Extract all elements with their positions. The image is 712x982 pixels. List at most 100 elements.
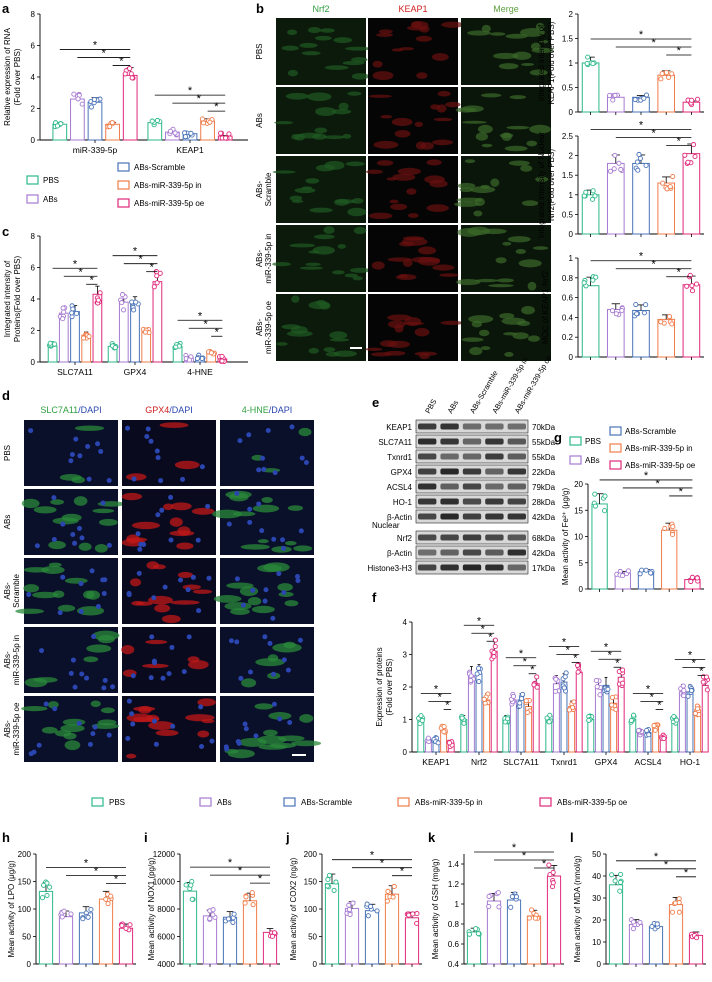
dot-h-4-2 <box>127 922 133 928</box>
dot-b3-4-1 <box>689 283 695 289</box>
micro-b-cell-2-2-12 <box>490 178 500 187</box>
dot-c-0-1-5 <box>60 316 66 322</box>
micro-d-signal-3-2-5 <box>267 654 279 662</box>
dot-h-0-5 <box>47 884 53 890</box>
micro-b-cell-4-2-11 <box>521 306 535 315</box>
dot-b3-1-5 <box>619 307 625 314</box>
sig-star-f-1-2: * <box>481 623 486 635</box>
ytick-label-a-1: 2 <box>31 105 36 114</box>
micro-b-cell-4-1-7 <box>387 314 412 321</box>
sig-star-f-0-1: * <box>434 684 439 696</box>
micro-b-cell-2-1-9 <box>406 188 417 195</box>
y-axis-label-l: Mean activity of MDA (nmol/g) <box>573 855 582 962</box>
dot-a-0-4-4 <box>122 71 128 77</box>
micro-d-nucleus-4-2-5 <box>271 701 277 707</box>
micro-d-nucleus-2-1-0 <box>178 577 184 583</box>
micro-b-cell-3-2-4 <box>496 278 514 283</box>
ytick-label-g-0: 0 <box>579 585 584 594</box>
sig-star-i-2: * <box>238 865 243 877</box>
dot-b2-1-4 <box>618 166 624 173</box>
micro-b-cell-1-2-7 <box>506 125 530 130</box>
y-axis-label-a: Relative expression of RNA(Fold over PBS… <box>3 27 22 125</box>
dot-a-0-4-0 <box>128 71 134 77</box>
ytick-label-h-3: 150 <box>18 878 32 887</box>
micro-b-cell-3-2-11 <box>488 284 514 288</box>
micro-b-cell-2-2-5 <box>470 186 496 193</box>
micro-d-nucleus-3-2-8 <box>238 675 244 681</box>
legend-hl-swatch-abs <box>199 797 212 807</box>
micro-d-signal-0-0-2 <box>74 425 105 431</box>
micro-d-signal-1-2-4 <box>257 539 269 544</box>
dot-h-1-1 <box>59 914 65 920</box>
x-label-a-1: KEAP1 <box>176 145 204 155</box>
dot-g-2-3 <box>639 567 645 573</box>
micro-d-nucleus-1-2-8 <box>281 545 287 551</box>
micro-b-cell-1-1-13 <box>380 115 393 119</box>
dot-k-3-1 <box>526 915 532 921</box>
micro-d-nucleus-2-0-6 <box>78 609 84 615</box>
bar-f-1-4 <box>490 650 498 753</box>
dot-b3-4-2 <box>694 281 700 287</box>
dot-b1-2-3 <box>643 92 650 98</box>
dot-f-5-3-5 <box>651 723 657 729</box>
blot-nuc-band-1-0 <box>418 549 437 556</box>
dot-j-2-3 <box>364 901 370 907</box>
micro-d-nucleus-4-1-2 <box>153 741 159 747</box>
y-axis-label-k: Mean activity of GSH (mg/g) <box>431 858 440 959</box>
dot-b1-3-3 <box>658 76 664 82</box>
micro-d-nucleus-1-2-9 <box>298 528 304 534</box>
bar-g-3 <box>661 529 678 590</box>
dot-f-4-4-3 <box>620 667 626 673</box>
dot-j-0-1 <box>326 872 333 878</box>
micro-b-cell-2-0-12 <box>324 160 345 170</box>
micro-d-signal-4-0-3 <box>64 740 81 751</box>
micro-d-nucleus-1-0-0 <box>106 542 112 548</box>
micro-d-nucleus-3-1-9 <box>152 660 158 666</box>
dot-b2-4-5 <box>685 159 691 165</box>
dot-c-0-0-4 <box>52 341 58 347</box>
dot-f-5-2-5 <box>644 727 650 733</box>
dot-a-0-1-3 <box>75 96 81 102</box>
dot-f-4-1-5 <box>593 678 599 684</box>
micro-d-nucleus-3-2-1 <box>247 669 253 675</box>
x-label-f-4: GPX4 <box>595 757 618 767</box>
micro-d-nucleus-4-1-7 <box>170 723 176 729</box>
micro-d-signal-3-0-5 <box>92 630 120 641</box>
y-axis-label-b3: MOC of KEAP1-Nrf2 <box>541 270 550 344</box>
dot-b1-3-1 <box>669 71 675 77</box>
micro-d-signal-2-2-7 <box>247 596 262 606</box>
dot-c-0-3-3 <box>80 335 87 341</box>
chart-g: 0 5 10 15 20 Mean activity of Fe²⁺ (μg/g) * * * <box>561 470 704 594</box>
sig-star-f-6-2: * <box>692 657 697 669</box>
micro-b-cell-1-1-8 <box>415 141 427 150</box>
blot-band-3-0 <box>418 468 437 475</box>
dot-a-0-3-5 <box>109 120 115 126</box>
legend-label-abs: ABs <box>43 195 58 204</box>
sig-star-f-4-3: * <box>615 657 620 669</box>
micro-b-cell-3-0-11 <box>332 270 345 275</box>
blot-band-5-0 <box>418 498 437 505</box>
blot-lane-0: PBS <box>423 397 438 415</box>
dot-g-3-4 <box>662 525 668 531</box>
dot-f-1-4-4 <box>491 654 497 660</box>
ytick-label-b2-0: 0 <box>569 230 574 239</box>
micro-b-cell-4-2-7 <box>527 335 540 342</box>
micro-b-cell-4-0-5 <box>325 351 340 357</box>
bar-l-2 <box>648 926 664 965</box>
micro-d-nucleus-4-0-5 <box>87 741 93 747</box>
sig-star-f-5-2: * <box>650 692 655 704</box>
blot-band-2-4 <box>507 453 526 460</box>
ytick-label-c-4: 8 <box>31 232 36 241</box>
dot-a-1-4-4 <box>223 135 229 141</box>
micro-d-signal-2-2-9 <box>239 586 259 597</box>
micro-d-signal-1-1-10 <box>126 537 148 542</box>
bar-k-1 <box>486 900 502 965</box>
dot-j-0-2 <box>331 887 337 893</box>
micro-b-cell-4-0-11 <box>290 326 308 334</box>
dot-a-1-3-5 <box>207 119 213 125</box>
blot-band-6-2 <box>462 513 482 520</box>
dot-i-4-5 <box>269 933 276 939</box>
micro-d-signal-3-1-4 <box>145 639 168 645</box>
micro-d-signal-2-0-9 <box>23 584 40 593</box>
